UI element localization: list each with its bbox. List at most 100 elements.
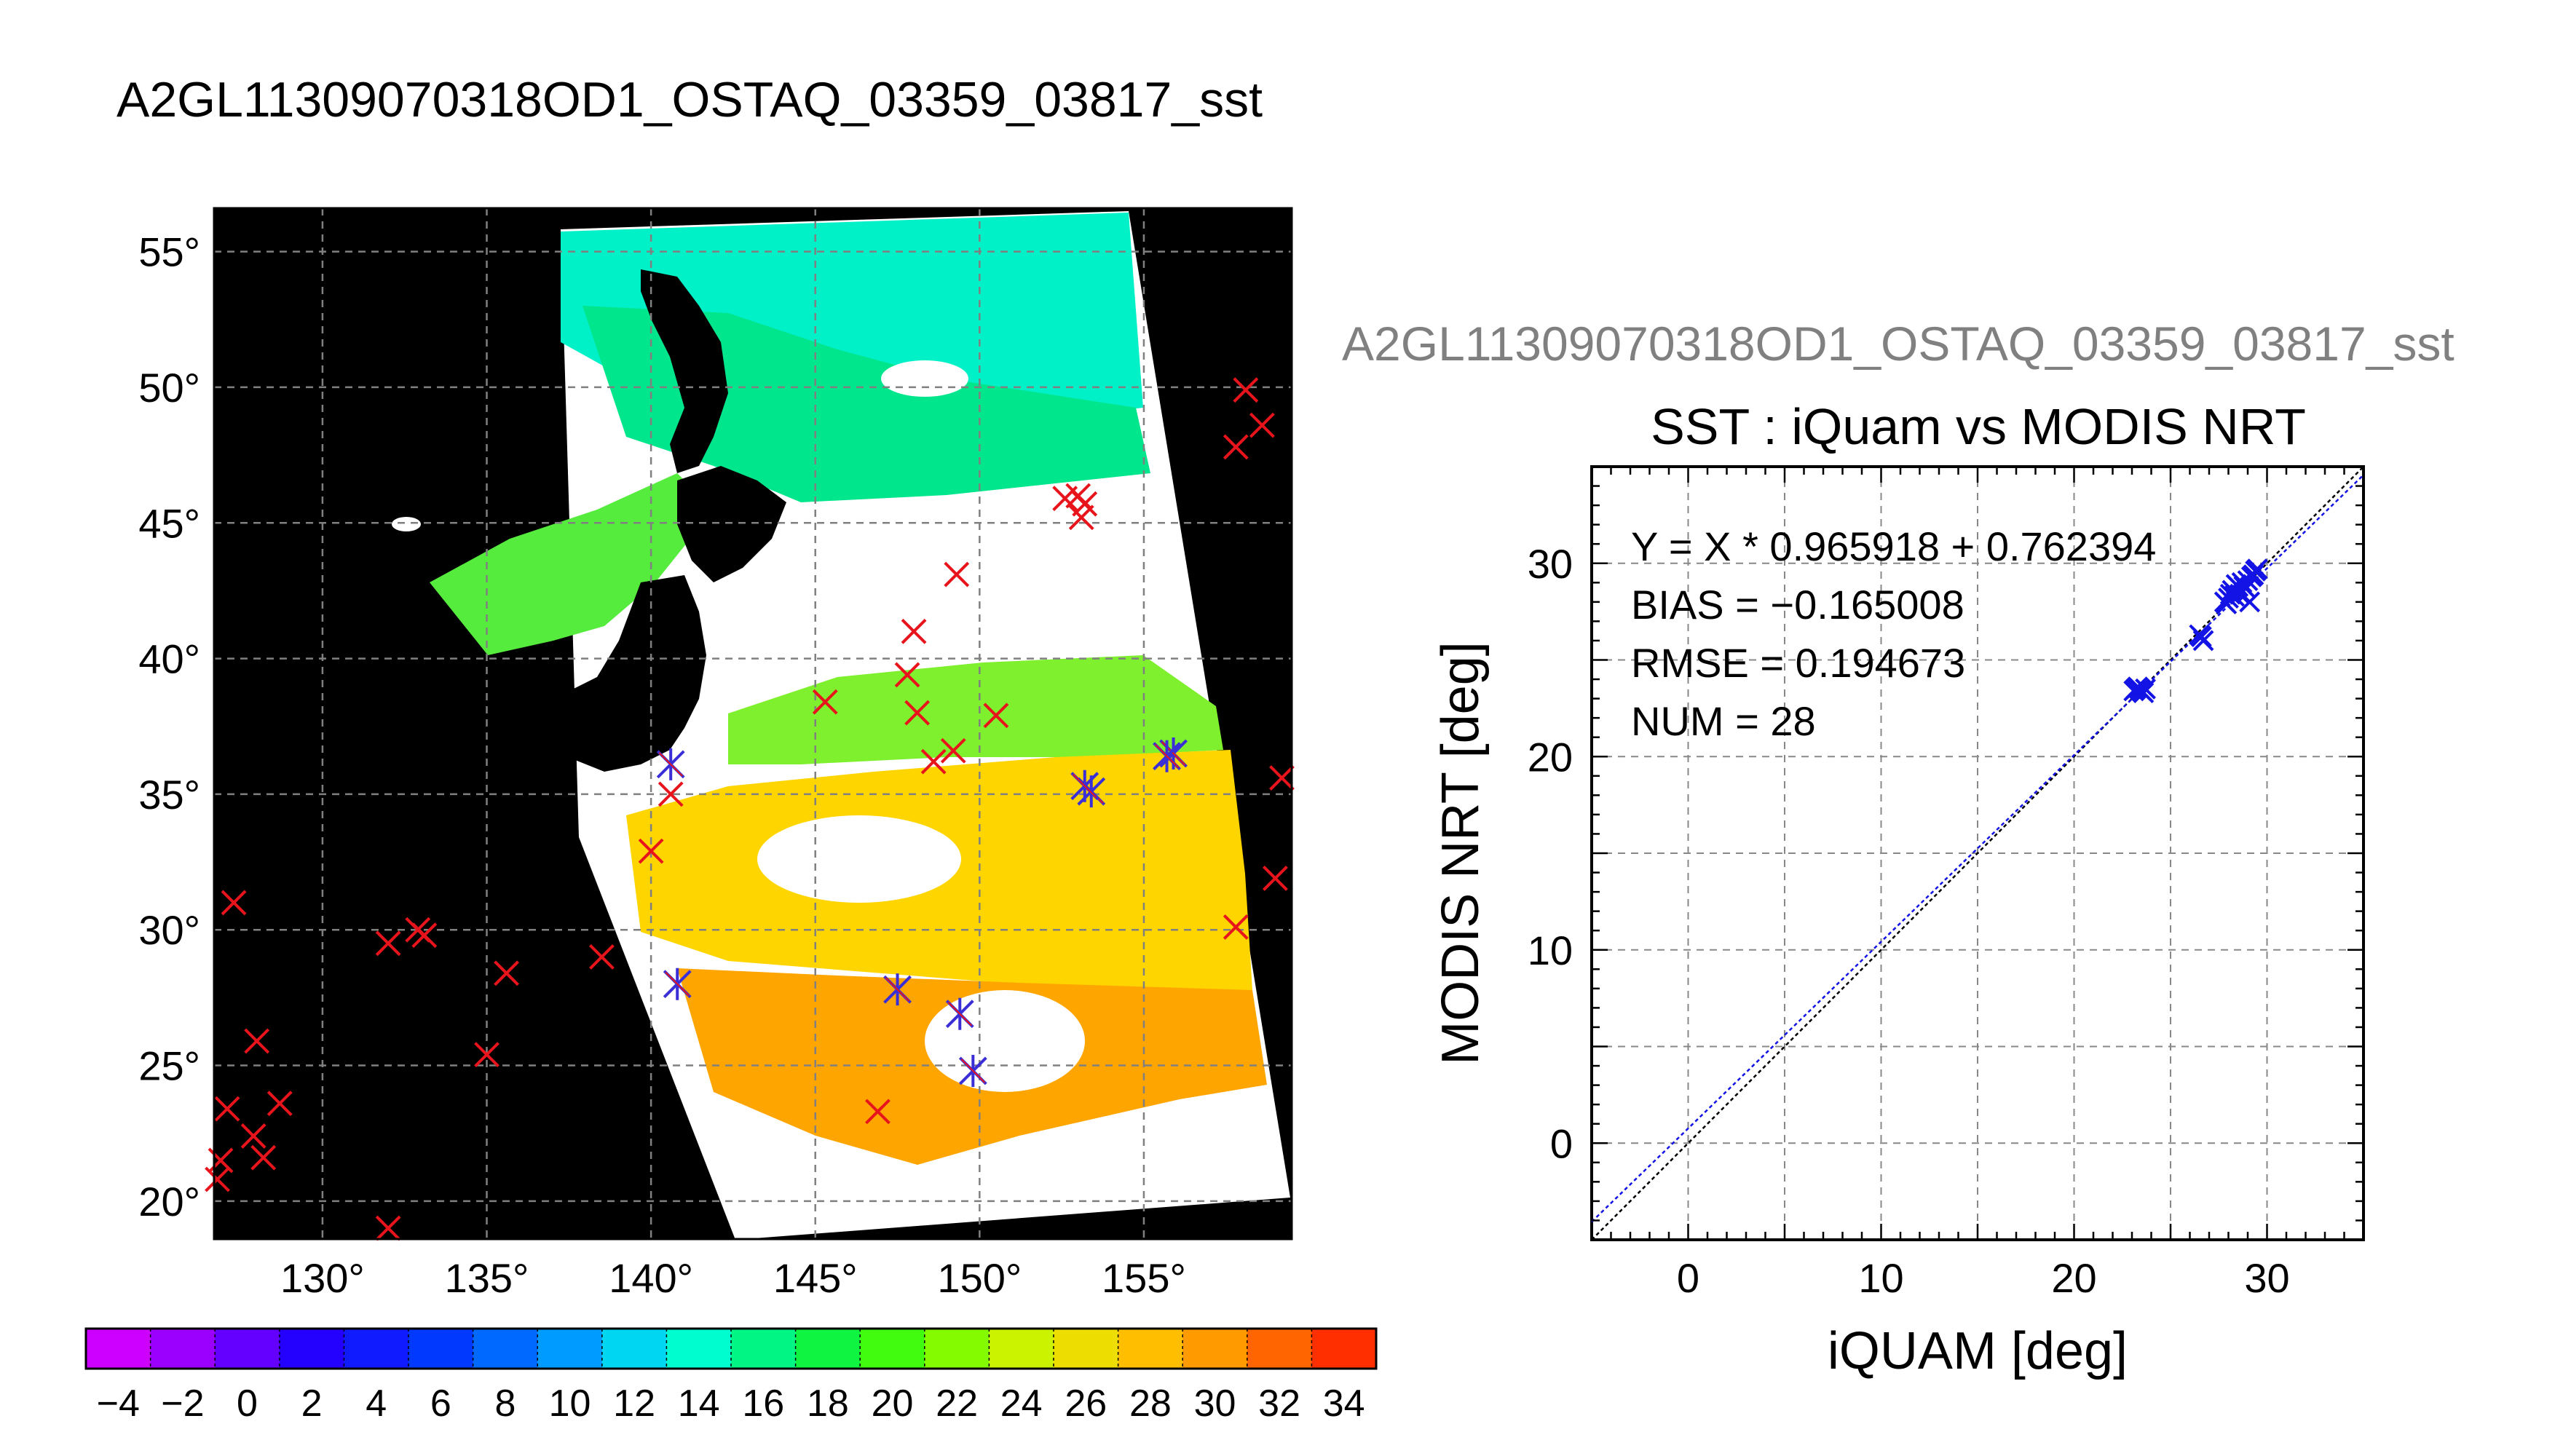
land-sakhalin — [641, 269, 728, 473]
rejected-match-marker — [1223, 434, 1249, 460]
scatter-ytick-label: 20 — [1528, 734, 1573, 780]
colorbar-tick-label: 2 — [301, 1382, 323, 1425]
colorbar-tick-label: 26 — [1065, 1382, 1107, 1425]
rejected-match-marker — [812, 689, 838, 715]
rejected-match-marker — [244, 1028, 270, 1054]
map-lon-tick-label: 145° — [773, 1255, 858, 1301]
map-lat-tick-label: 30° — [138, 907, 200, 953]
colorbar-tick-label: 30 — [1194, 1382, 1236, 1425]
colorbar-segment — [344, 1329, 409, 1369]
rejected-match-marker — [657, 781, 684, 807]
scatter-xtick-label: 20 — [2051, 1255, 2096, 1301]
scatter-tick-labels: 0 10 20 30 0 10 20 30 — [1528, 541, 2290, 1301]
scatter-ylabel: MODIS NRT [deg] — [1431, 641, 1490, 1065]
fit-line — [1591, 474, 2364, 1223]
scatter-ytick-label: 0 — [1550, 1120, 1573, 1166]
colorbar-tick-label: 32 — [1258, 1382, 1300, 1425]
colorbar-segment — [150, 1329, 216, 1369]
colorbar-segment — [1118, 1329, 1183, 1369]
rejected-match-marker — [920, 748, 947, 775]
map-lon-tick-label: 155° — [1102, 1255, 1186, 1301]
colorbar-segment — [1311, 1329, 1377, 1369]
rejected-match-marker — [494, 960, 519, 986]
map-lat-tick-label: 40° — [138, 636, 200, 682]
map-lon-tick-label: 140° — [609, 1255, 693, 1301]
island-lake — [392, 517, 421, 531]
sst-field — [430, 213, 1267, 1165]
scatter-xtick-label: 0 — [1677, 1255, 1699, 1301]
rejected-match-marker — [205, 1166, 230, 1192]
rejected-match-marker — [405, 917, 431, 943]
colorbar-tick-label: 20 — [872, 1382, 914, 1425]
map-lat-labels: 20° 25° 30° 35° 40° 45° 50° 55° — [138, 229, 200, 1224]
cloud-patch — [757, 815, 961, 903]
colorbar-segment — [989, 1329, 1054, 1369]
colorbar-tick-label: 4 — [366, 1382, 387, 1425]
colorbar-tick-label: 24 — [1000, 1382, 1043, 1425]
rejected-match-marker — [1249, 412, 1275, 438]
rejected-match-marker — [250, 1144, 277, 1171]
colorbar-segment — [731, 1329, 797, 1369]
rejected-match-marker — [983, 703, 1009, 729]
colorbar-segment — [1182, 1329, 1248, 1369]
colorbar-tick-label: 8 — [494, 1382, 516, 1425]
map-lat-tick-label: 50° — [138, 365, 200, 411]
colorbar-segment — [601, 1329, 667, 1369]
rejected-match-marker — [1233, 377, 1259, 403]
cloud-patch — [925, 990, 1085, 1092]
map-lon-tick-label: 130° — [280, 1255, 365, 1301]
rejected-match-marker — [901, 618, 927, 644]
colorbar-frame — [84, 1327, 1378, 1370]
rejected-match-marker — [1068, 505, 1094, 531]
identity-line — [1591, 466, 2364, 1241]
scatter-ytick-label: 10 — [1528, 927, 1573, 973]
colorbar — [84, 1327, 1378, 1370]
land-honshu — [510, 575, 706, 772]
map-lon-tick-label: 150° — [937, 1255, 1022, 1301]
scatter-points — [2123, 558, 2268, 704]
map-lat-tick-label: 45° — [138, 500, 200, 546]
stats-fit: Y = X * 0.965918 + 0.762394 — [1631, 523, 2156, 569]
sst-band-mid — [728, 655, 1223, 764]
colorbar-labels: −4 −2 0 2 4 6 8 10 12 14 16 18 20 22 24 26 28 30 32 34 — [97, 1382, 1365, 1425]
stats-rmse: RMSE = 0.194673 — [1631, 640, 1965, 686]
sst-band-cold-2 — [583, 306, 1150, 502]
rejected-match-marker — [944, 561, 970, 587]
colorbar-tick-label: −2 — [161, 1382, 204, 1425]
rejected-match-marker — [865, 1099, 891, 1125]
scatter-ytick-label: 30 — [1528, 541, 1573, 587]
cloud-patch — [903, 561, 1136, 633]
rejected-match-marker — [240, 1123, 266, 1149]
colorbar-segment — [279, 1329, 344, 1369]
stats-num: NUM = 28 — [1631, 698, 1816, 744]
rejected-match-marker — [266, 1091, 293, 1117]
scatter-ticks — [1590, 465, 2365, 1241]
cloud-patch — [881, 360, 968, 397]
rejected-match-marker — [214, 1096, 240, 1122]
rejected-match-marker — [1269, 765, 1295, 791]
rejected-match-marker — [221, 890, 247, 916]
map-markers — [205, 377, 1295, 1241]
matched-marker — [945, 997, 974, 1030]
land-mainland — [430, 232, 553, 582]
map-lat-tick-label: 35° — [138, 772, 200, 818]
sst-sea-of-japan — [430, 473, 714, 655]
matched-marker — [958, 1054, 987, 1087]
map-lat-tick-label: 20° — [138, 1179, 200, 1224]
matched-marker — [1153, 740, 1181, 772]
map-frame — [213, 207, 1293, 1241]
colorbar-segment — [473, 1329, 538, 1369]
colorbar-segment — [860, 1329, 925, 1369]
scatter-lines — [1591, 466, 2364, 1241]
rejected-match-marker — [375, 1215, 401, 1241]
rejected-match-marker — [1223, 914, 1249, 940]
rejected-match-marker — [1263, 865, 1288, 891]
rejected-match-marker — [894, 662, 920, 688]
rejected-match-marker — [638, 838, 664, 864]
stats-box: Y = X * 0.965918 + 0.762394 BIAS = −0.16… — [1631, 523, 2156, 744]
rejected-match-marker — [589, 944, 615, 970]
colorbar-tick-label: 10 — [549, 1382, 591, 1425]
scatter-point — [2235, 577, 2256, 599]
scatter-point — [2239, 591, 2261, 613]
